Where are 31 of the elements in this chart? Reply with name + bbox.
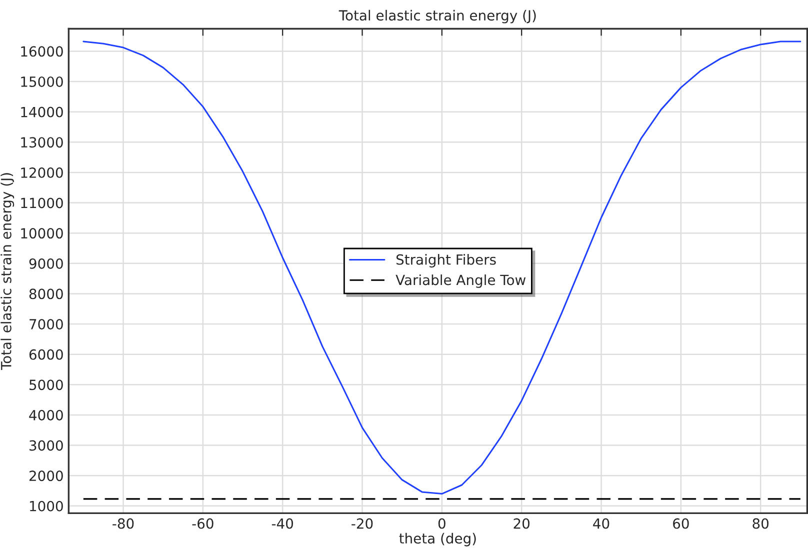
y-tick-label: 13000 xyxy=(21,137,63,148)
x-tick-label: -40 xyxy=(272,518,294,529)
x-tick-label: 20 xyxy=(514,518,530,529)
y-tick-label: 16000 xyxy=(21,46,63,57)
y-tick-label: 10000 xyxy=(21,228,63,239)
y-tick-label: 8000 xyxy=(29,288,63,300)
chart-title: Total elastic strain energy (J) xyxy=(338,10,536,24)
y-tick-label: 6000 xyxy=(29,349,63,360)
legend-label: Straight Fibers xyxy=(396,254,496,268)
y-tick-label: 3000 xyxy=(30,440,63,451)
y-tick-label: 7000 xyxy=(30,318,63,330)
y-tick-label: 4000 xyxy=(29,410,63,420)
y-tick-label: 12000 xyxy=(21,167,63,178)
y-tick-label: 2000 xyxy=(29,470,63,482)
line-series xyxy=(82,40,802,495)
x-tick-label: 80 xyxy=(752,518,768,529)
x-tick-label: -20 xyxy=(352,518,373,529)
x-tick-label: 60 xyxy=(673,518,689,529)
y-axis-title: Total elastic strain energy (J) xyxy=(0,173,14,370)
y-tick-label: 9000 xyxy=(29,258,63,269)
x-axis-title: theta (deg) xyxy=(399,532,476,546)
y-tick-label: 11000 xyxy=(21,198,63,208)
y-tick-label: 5000 xyxy=(30,380,63,390)
x-tick-label: 40 xyxy=(593,518,610,529)
y-tick-label: 15000 xyxy=(21,76,63,87)
x-tick-label: -60 xyxy=(192,518,214,529)
x-tick-label: -80 xyxy=(112,518,134,529)
y-tick-label: 14000 xyxy=(21,106,63,118)
legend-label: Variable Angle Tow xyxy=(396,274,526,288)
y-tick-label: 1000 xyxy=(30,500,63,512)
x-tick-label: 0 xyxy=(438,518,446,529)
